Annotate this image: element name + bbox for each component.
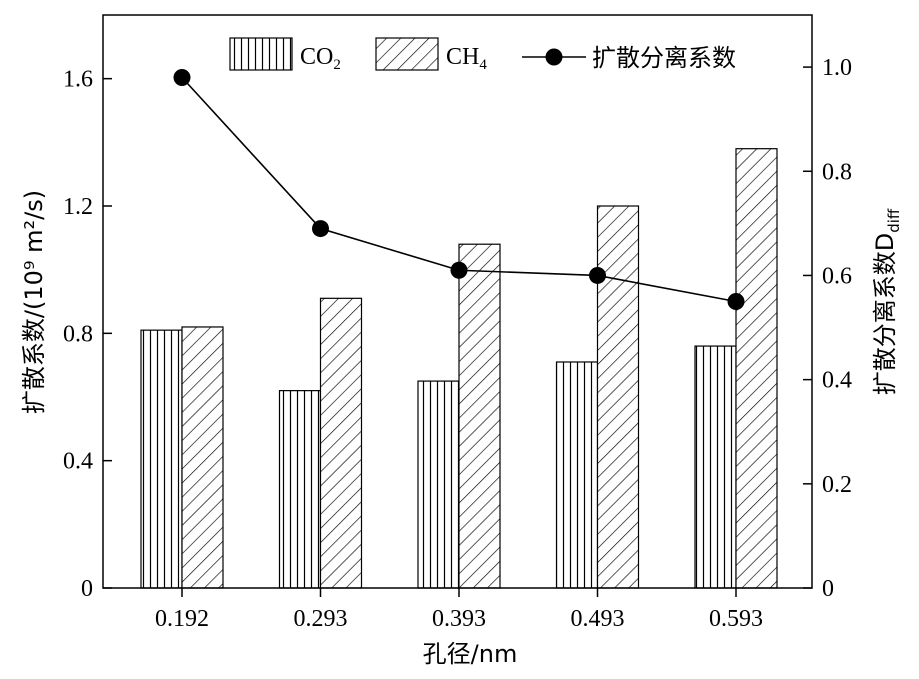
y-right-tick-label-0: 0 [822,576,834,602]
y-left-tick-label-4: 1.6 [63,67,93,93]
separation-point-3 [589,266,606,284]
y-right-tick-label-4: 0.8 [822,159,852,185]
y-right-tick-label-3: 0.6 [822,263,852,289]
separation-point-1 [312,220,329,238]
separation-point-2 [450,261,468,279]
separation-point-0 [173,69,191,87]
bar-co2-0 [140,329,183,589]
bar-co2-2 [417,380,460,589]
bar-ch4-2 [458,243,501,589]
bar-ch4-0 [181,326,224,589]
y-right-tick-label-1: 0.2 [822,472,852,498]
legend-label-co2: CO2 [300,44,341,73]
x-tick-label-3: 0.493 [571,606,625,632]
y-left-tick-label-1: 0.4 [63,449,93,475]
x-tick-label-2: 0.393 [432,606,486,632]
x-tick-label-1: 0.293 [294,606,348,632]
bar-ch4-1 [319,297,363,589]
legend-swatch-co2 [229,37,293,71]
y-left-tick-label-0: 0 [81,576,93,602]
legend-label-ch4: CH4 [446,44,487,73]
legend-marker-separation [545,48,563,66]
legend-label-separation: 扩散分离系数 [592,44,736,72]
plot-frame [102,14,813,589]
bar-co2-3 [555,361,599,589]
bar-co2-4 [694,345,737,589]
y-axis-right-title: 扩散分离系数Ddiff [871,208,903,395]
y-right-tick-label-5: 1.0 [822,55,852,81]
legend: CO2 CH4 扩散分离系数 [229,37,736,73]
bar-ch4-4 [735,148,778,589]
y-axis-left-title: 扩散系数/(10⁹ m²/s) [20,190,48,414]
legend-swatch-ch4 [375,37,439,71]
separation-point-4 [727,293,745,310]
x-tick-label-4: 0.593 [709,606,763,632]
x-axis-title: 孔径/nm [423,640,518,668]
bar-ch4-3 [596,205,640,589]
y-left-tick-label-3: 1.2 [63,194,93,220]
bar-co2-1 [278,390,322,589]
x-tick-label-0: 0.192 [155,606,209,632]
y-left-tick-label-2: 0.8 [63,321,93,347]
y-right-tick-label-2: 0.4 [822,368,852,394]
